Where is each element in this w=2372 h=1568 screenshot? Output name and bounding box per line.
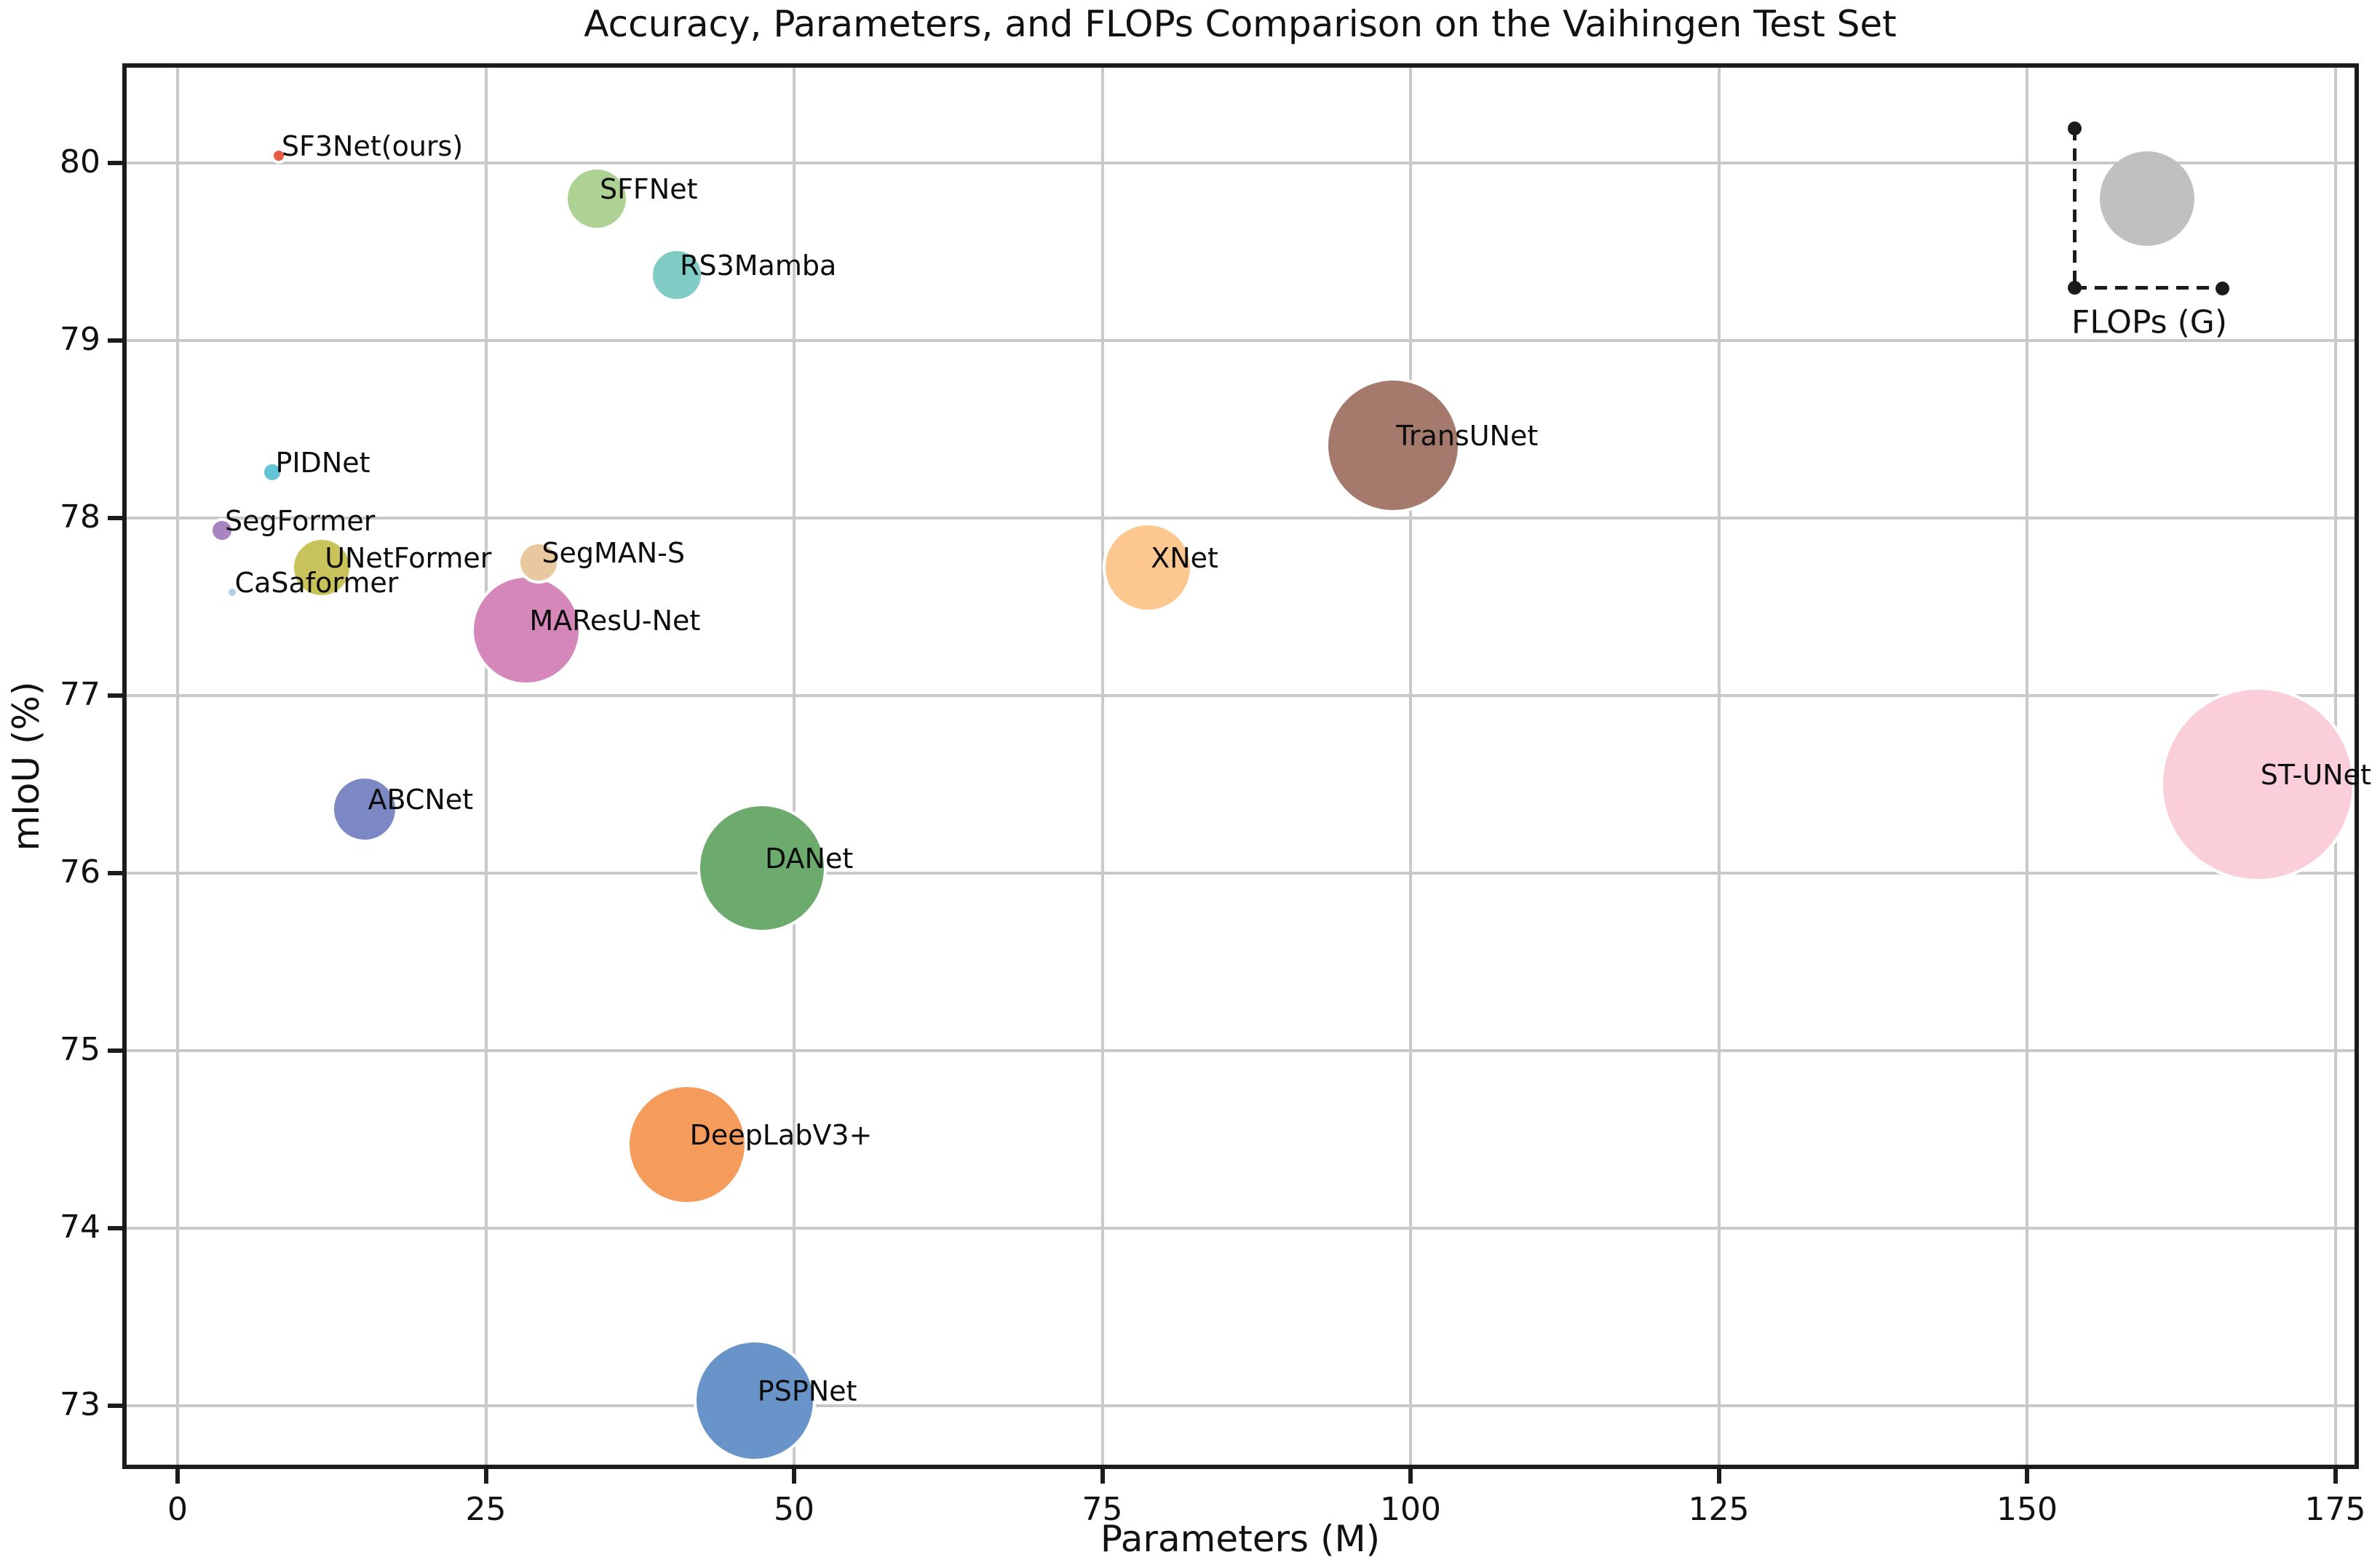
x-gridline	[1100, 63, 1104, 1469]
bubble-sffnet	[564, 166, 629, 231]
bubble-label-deeplabv3: DeepLabV3+	[689, 1119, 873, 1152]
y-tick-mark	[108, 1404, 122, 1408]
x-gridline	[1409, 63, 1412, 1469]
y-tick-label: 74	[60, 1209, 100, 1246]
x-tick-label: 100	[1380, 1491, 1441, 1528]
legend-dashed-line-horizontal	[2074, 286, 2223, 290]
x-gridline	[2026, 63, 2028, 1469]
bubble-danet	[697, 803, 827, 933]
x-tick-label: 175	[2304, 1491, 2366, 1528]
bubble-segman-s	[517, 541, 560, 584]
bubble-label-segformer: SegFormer	[224, 504, 376, 537]
bubble-label-unetformer: UNetFormer	[325, 542, 492, 575]
bubble-label-danet: DANet	[764, 842, 854, 875]
bubble-abcnet	[331, 776, 399, 843]
y-tick-label: 77	[60, 676, 100, 713]
bubble-label-casaformer: CaSaformer	[234, 567, 399, 600]
bubble-label-maresu-net: MAResU-Net	[529, 604, 701, 637]
x-tick-mark	[792, 1469, 796, 1484]
x-tick-mark	[483, 1469, 488, 1484]
bubble-unetformer	[291, 537, 353, 599]
legend-dashed-line-vertical	[2073, 128, 2077, 288]
legend-size-bubble	[2100, 151, 2194, 246]
y-tick-label: 80	[60, 143, 100, 180]
y-gridline	[122, 517, 2359, 520]
bubble-label-rs3mamba: RS3Mamba	[680, 249, 837, 282]
bubble-label-pspnet: PSPNet	[757, 1374, 857, 1407]
bubble-label-xnet: XNet	[1151, 542, 1218, 575]
bubble-casaformer	[225, 586, 239, 600]
y-tick-label: 73	[60, 1386, 100, 1423]
legend-endpoint-dot	[2068, 122, 2082, 135]
y-gridline	[122, 339, 2359, 342]
bubble-xnet	[1103, 522, 1194, 613]
x-tick-label: 0	[167, 1491, 188, 1528]
x-tick-label: 25	[465, 1491, 507, 1528]
bubble-label-st-unet: ST-UNet	[2260, 758, 2371, 791]
legend-endpoint-dot	[2068, 281, 2082, 295]
bubble-transunet	[1325, 377, 1461, 513]
bubble-segformer	[209, 518, 234, 544]
y-tick-label: 75	[60, 1031, 100, 1068]
bubble-rs3mamba	[650, 247, 705, 302]
x-tick-mark	[1716, 1469, 1721, 1484]
x-tick-label: 150	[1996, 1491, 2058, 1528]
x-gridline	[176, 63, 179, 1469]
x-gridline	[484, 63, 488, 1469]
bubble-pidnet	[261, 461, 284, 483]
y-gridline	[122, 694, 2359, 697]
x-tick-mark	[1408, 1469, 1413, 1484]
x-tick-label: 125	[1688, 1491, 1750, 1528]
x-tick-mark	[1100, 1469, 1105, 1484]
y-gridline	[122, 1049, 2359, 1052]
y-tick-mark	[108, 516, 122, 520]
x-tick-mark	[175, 1469, 180, 1484]
y-gridline	[122, 872, 2359, 875]
x-gridline	[1717, 63, 1721, 1469]
y-tick-mark	[108, 871, 122, 875]
x-tick-label: 50	[774, 1491, 814, 1528]
y-tick-mark	[108, 1048, 122, 1053]
chart-title: Accuracy, Parameters, and FLOPs Comparis…	[584, 3, 1897, 45]
y-tick-label: 79	[60, 321, 100, 358]
bubble-label-pidnet: PIDNet	[275, 446, 370, 479]
legend-label: FLOPs (G)	[2071, 303, 2227, 341]
bubble-label-abcnet: ABCNet	[368, 783, 474, 816]
y-tick-mark	[108, 161, 122, 165]
bubble-label-transunet: TransUNet	[1396, 419, 1539, 452]
y-gridline	[122, 1227, 2359, 1230]
x-tick-label: 75	[1082, 1491, 1123, 1528]
bubble-label-segman-s: SegMAN-S	[542, 536, 685, 569]
y-gridline	[122, 162, 2359, 164]
y-tick-mark	[108, 338, 122, 343]
bubble-deeplabv3	[626, 1084, 747, 1206]
bubble-label-sffnet: SFFNet	[599, 172, 698, 205]
bubble-label-sf3net-ours: SF3Net(ours)	[281, 130, 464, 163]
x-tick-mark	[2333, 1469, 2338, 1484]
y-tick-mark	[108, 1226, 122, 1230]
bubble-sf3net-ours	[270, 148, 287, 164]
bubble-st-unet	[2159, 687, 2355, 882]
legend-endpoint-dot	[2216, 282, 2229, 295]
y-gridline	[122, 1404, 2359, 1407]
x-tick-mark	[2025, 1469, 2029, 1484]
x-axis-label: Parameters (M)	[1100, 1518, 1381, 1560]
y-tick-label: 76	[60, 853, 100, 891]
x-gridline	[793, 63, 796, 1469]
y-tick-label: 78	[60, 498, 100, 536]
y-tick-mark	[108, 693, 122, 698]
bubble-pspnet	[693, 1339, 816, 1462]
